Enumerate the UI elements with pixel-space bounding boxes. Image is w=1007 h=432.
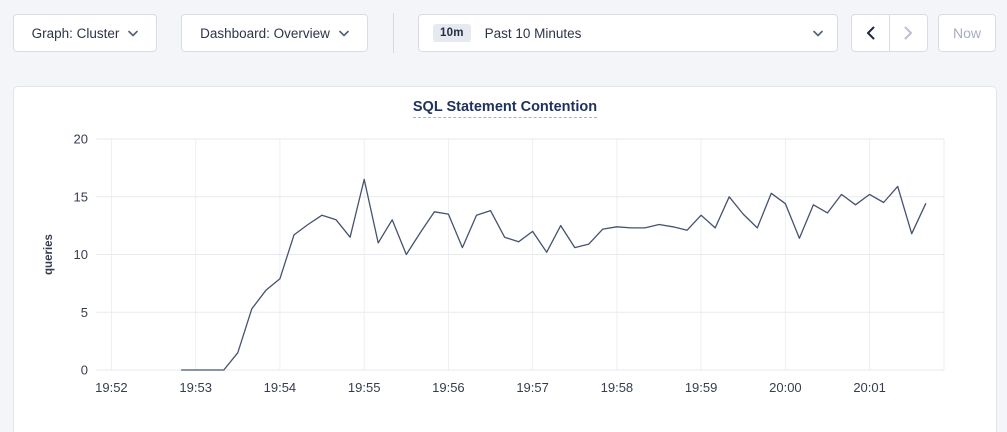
y-tick-label: 10 (74, 247, 88, 262)
now-button[interactable]: Now (938, 14, 996, 52)
chart-title-row: SQL Statement Contention (14, 98, 996, 118)
time-range-badge: 10m (433, 24, 471, 42)
y-axis-label: queries (43, 234, 55, 275)
y-tick-label: 15 (74, 189, 88, 204)
chart-canvas: 0 5 10 15 20 19:52 19:53 19:54 19:55 19:56 19:57 19… (43, 132, 945, 395)
next-time-button[interactable] (890, 15, 928, 51)
graph-dropdown-label: Graph: Cluster (31, 25, 120, 41)
x-tick-label: 20:00 (769, 380, 802, 395)
x-tick-label: 19:54 (264, 380, 297, 395)
x-tick-label: 19:57 (516, 380, 549, 395)
toolbar-divider (393, 13, 394, 53)
dashboard-dropdown-label: Dashboard: Overview (200, 25, 330, 41)
chevron-down-icon (128, 30, 139, 37)
graph-dropdown[interactable]: Graph: Cluster (13, 14, 157, 52)
x-tick-label: 19:53 (179, 380, 212, 395)
chevron-down-icon (339, 30, 349, 37)
chart-title[interactable]: SQL Statement Contention (412, 99, 598, 118)
x-tick-label: 19:56 (432, 380, 465, 395)
x-tick-label: 19:59 (685, 380, 718, 395)
y-tick-label: 20 (74, 132, 88, 147)
chevron-left-icon (866, 26, 875, 40)
now-button-label: Now (952, 25, 981, 41)
y-tick-label: 5 (81, 305, 88, 320)
chart-line (180, 178, 927, 371)
chevron-right-icon (904, 26, 913, 40)
x-tick-label: 19:52 (95, 380, 128, 395)
dashboard-dropdown[interactable]: Dashboard: Overview (181, 14, 368, 52)
x-tick-label: 20:01 (853, 380, 886, 395)
y-tick-label: 0 (81, 363, 88, 378)
chevron-down-icon (813, 30, 823, 37)
chart-card: SQL Statement Contention 0 5 10 15 20 19:52 19… (13, 86, 997, 432)
x-tick-label: 19:58 (601, 380, 634, 395)
prev-time-button[interactable] (852, 15, 890, 51)
time-range-label: Past 10 Minutes (484, 25, 582, 41)
time-range-dropdown[interactable]: 10m Past 10 Minutes (418, 14, 838, 52)
x-tick-label: 19:55 (348, 380, 381, 395)
time-step-control (851, 14, 928, 52)
